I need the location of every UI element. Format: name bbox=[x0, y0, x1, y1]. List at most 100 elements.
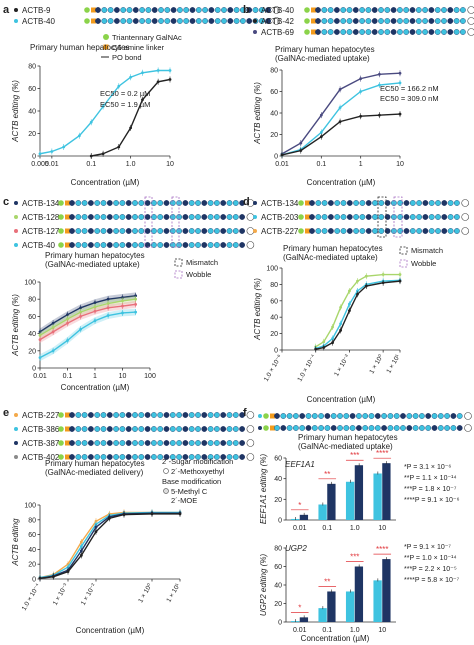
nucleotide-icon bbox=[409, 214, 416, 220]
nucleotide-icon bbox=[330, 425, 337, 431]
nucleotide-icon bbox=[403, 228, 410, 234]
nucleotide-icon bbox=[409, 29, 416, 35]
nucleotide-icon bbox=[125, 440, 132, 446]
nucleotide-icon bbox=[334, 200, 341, 206]
nucleotide-icon bbox=[239, 426, 246, 432]
galnac-icon bbox=[263, 425, 269, 431]
nucleotide-icon bbox=[75, 454, 82, 460]
legend-swatch bbox=[14, 8, 18, 12]
nucleotide-icon bbox=[280, 413, 287, 419]
y-tick-label: 60 bbox=[270, 298, 278, 305]
nucleotide-icon bbox=[378, 29, 384, 35]
nucleotide-icon bbox=[353, 228, 359, 234]
nucleotide-icon bbox=[144, 454, 151, 460]
panel-subtitle: (GalNAc-mediated delivery) bbox=[45, 468, 144, 477]
key-label: Mismatch bbox=[411, 246, 443, 255]
nucleotide-icon bbox=[346, 200, 353, 206]
nucleotide-icon bbox=[456, 425, 463, 431]
x-tick-label: 10 bbox=[166, 161, 174, 168]
nucleotide-icon bbox=[81, 440, 88, 446]
series-line bbox=[39, 295, 136, 333]
nucleotide-icon bbox=[182, 440, 189, 446]
linker-icon bbox=[65, 242, 70, 248]
nucleotide-icon bbox=[95, 18, 101, 24]
panel-e: e ACTB-227 ACTB-386 ACTB-387 ACTB-402 Prima… bbox=[3, 407, 255, 635]
nucleotide-icon bbox=[176, 242, 183, 248]
nucleotide-icon bbox=[157, 228, 164, 234]
wobble-box bbox=[144, 196, 153, 248]
target-base-icon bbox=[467, 28, 474, 36]
nucleotide-icon bbox=[119, 200, 126, 206]
nucleotide-icon bbox=[164, 18, 171, 24]
nucleotide-icon bbox=[422, 228, 429, 234]
panel-a-letter: a bbox=[3, 4, 10, 16]
nucleotide-icon bbox=[100, 454, 107, 460]
nucleotide-icon bbox=[213, 228, 220, 234]
nucleotide-icon bbox=[158, 18, 164, 24]
nucleotide-icon bbox=[207, 412, 214, 418]
nucleotide-icon bbox=[333, 18, 340, 24]
nucleotide-icon bbox=[113, 440, 120, 446]
nucleotide-icon bbox=[113, 214, 120, 220]
nucleotide-icon bbox=[305, 413, 312, 419]
nucleotide-icon bbox=[144, 412, 151, 418]
nucleotide-icon bbox=[428, 29, 435, 35]
nucleotide-icon bbox=[365, 228, 372, 234]
nucleotide-icon bbox=[459, 18, 466, 24]
y-axis-title: EEF1A1 editing (%) bbox=[259, 454, 268, 525]
y-tick-label: 60 bbox=[28, 86, 36, 93]
galnac-icon bbox=[58, 426, 64, 432]
nucleotide-icon bbox=[315, 200, 322, 206]
nucleotide-icon bbox=[120, 18, 127, 24]
nucleotide-icon bbox=[226, 242, 233, 248]
nucleotide-icon bbox=[119, 412, 126, 418]
nucleotide-icon bbox=[132, 214, 138, 220]
nucleotide-icon bbox=[286, 425, 293, 431]
target-base-icon bbox=[467, 17, 474, 25]
nucleotide-icon bbox=[372, 228, 378, 234]
nucleotide-icon bbox=[280, 425, 287, 431]
nucleotide-icon bbox=[437, 413, 444, 419]
gene-label: UGP2 bbox=[285, 544, 307, 553]
nucleotide-icon bbox=[163, 242, 170, 248]
nucleotide-icon bbox=[144, 200, 151, 206]
nucleotide-icon bbox=[447, 200, 454, 206]
nucleotide-icon bbox=[321, 29, 328, 35]
x-tick-label: 1.0 bbox=[126, 161, 136, 168]
nucleotide-icon bbox=[337, 413, 343, 419]
nucleotide-icon bbox=[151, 18, 158, 24]
nucleotide-icon bbox=[226, 228, 233, 234]
nucleotide-icon bbox=[182, 200, 189, 206]
key-label: Wobble bbox=[411, 259, 436, 268]
nucleotide-icon bbox=[183, 18, 190, 24]
nucleotide-icon bbox=[425, 425, 432, 431]
y-tick-label: 40 bbox=[28, 331, 36, 338]
bar bbox=[299, 617, 309, 622]
nucleotide-icon bbox=[113, 200, 120, 206]
nucleotide-icon bbox=[75, 440, 82, 446]
target-base-icon bbox=[272, 17, 281, 25]
nucleotide-icon bbox=[220, 426, 227, 432]
nucleotide-icon bbox=[195, 440, 201, 446]
nucleotide-icon bbox=[441, 228, 448, 234]
nucleotide-icon bbox=[201, 200, 208, 206]
nucleotide-icon bbox=[81, 454, 88, 460]
target-base-icon bbox=[272, 6, 281, 14]
nucleotide-icon bbox=[362, 425, 369, 431]
nucleotide-icon bbox=[412, 413, 419, 419]
ec50-label: EC50 = 0.2 µM bbox=[100, 89, 150, 98]
nucleotide-icon bbox=[157, 242, 164, 248]
nucleotide-icon bbox=[195, 426, 201, 432]
nucleotide-icon bbox=[150, 200, 157, 206]
nucleotide-icon bbox=[390, 29, 397, 35]
nucleotide-icon bbox=[396, 7, 403, 13]
nucleotide-icon bbox=[100, 214, 107, 220]
nucleotide-icon bbox=[437, 425, 444, 431]
nucleotide-icon bbox=[81, 200, 88, 206]
legend-swatch bbox=[14, 413, 18, 417]
nucleotide-icon bbox=[309, 214, 315, 220]
linker-icon bbox=[270, 425, 275, 431]
galnac-icon bbox=[304, 18, 310, 24]
nucleotide-icon bbox=[81, 214, 88, 220]
linker-icon bbox=[91, 7, 96, 13]
